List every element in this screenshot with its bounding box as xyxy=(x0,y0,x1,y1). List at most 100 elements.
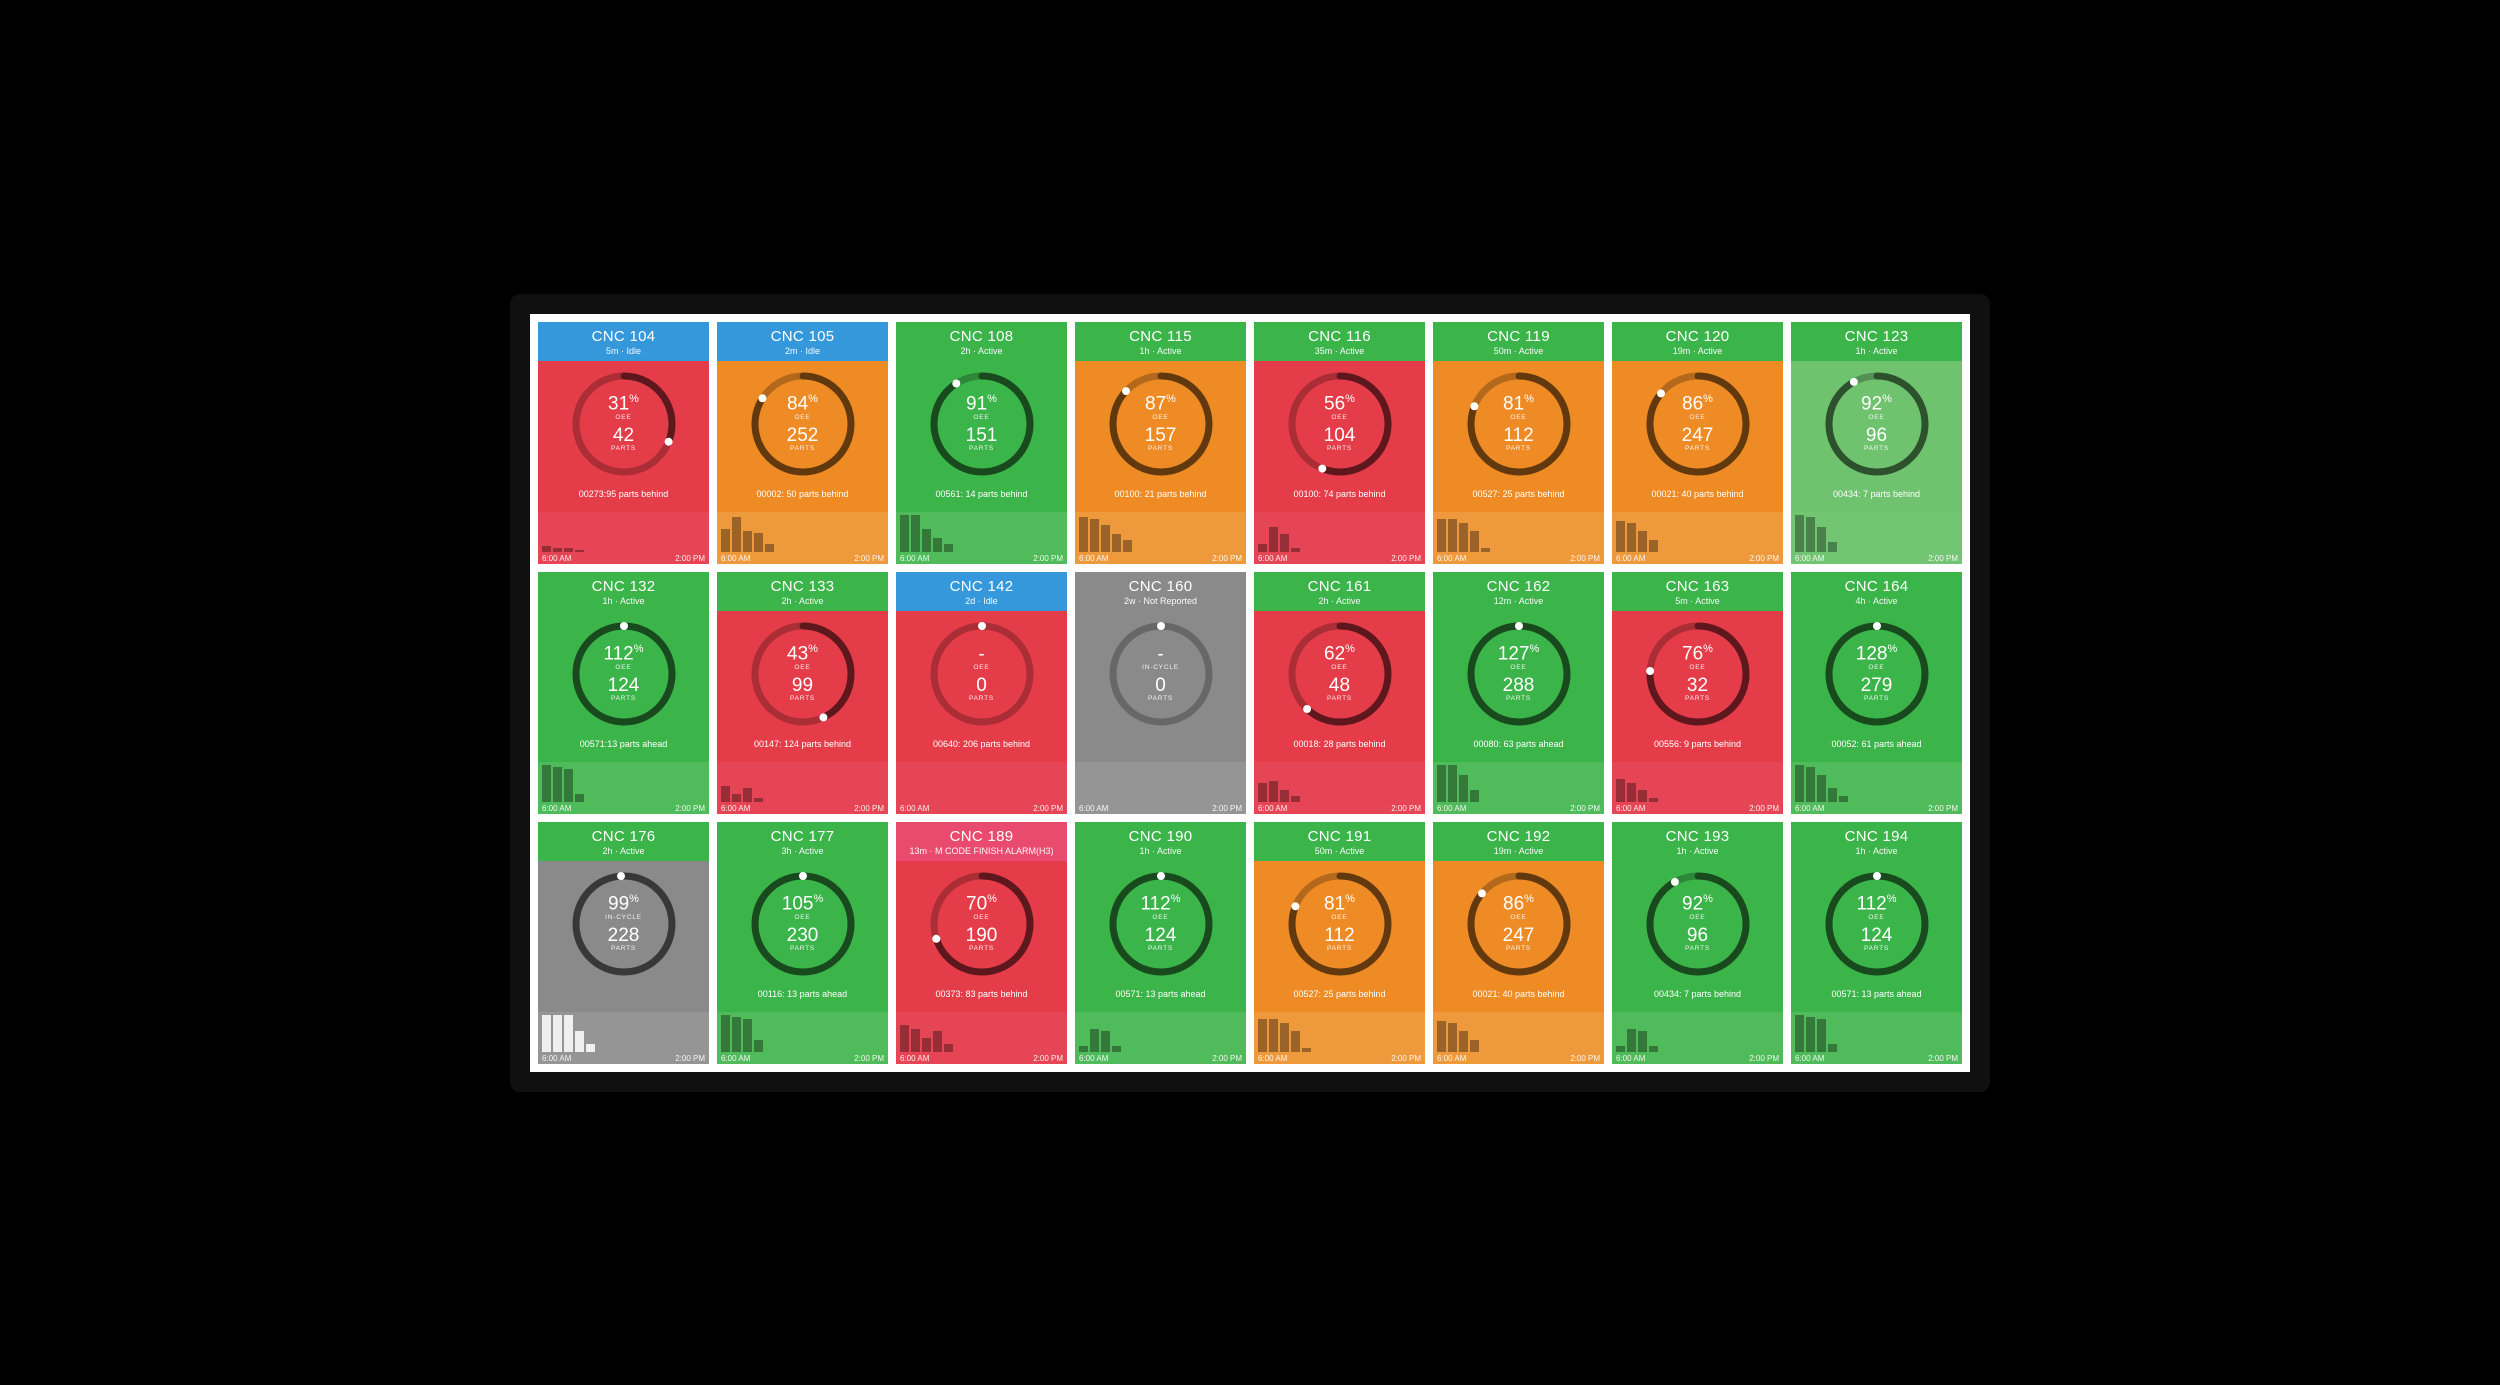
time-end: 2:00 PM xyxy=(675,804,705,813)
machine-card[interactable]: CNC 119 50m · Active 81% OEE 112 PARTS 0… xyxy=(1433,322,1604,564)
machine-card[interactable]: CNC 189 13m · M CODE FINISH ALARM(H3) 70… xyxy=(896,822,1067,1064)
machine-card[interactable]: CNC 176 2h · Active 99% IN-CYCLE 228 PAR… xyxy=(538,822,709,1064)
spark-bar xyxy=(1649,1046,1658,1052)
machine-card[interactable]: CNC 177 3h · Active 105% OEE 230 PARTS 0… xyxy=(717,822,888,1064)
sparkline-bars xyxy=(1433,514,1604,552)
time-axis: 6:00 AM2:00 PM xyxy=(1079,1054,1242,1063)
time-end: 2:00 PM xyxy=(1391,804,1421,813)
spark-bar xyxy=(1101,1031,1110,1052)
time-axis: 6:00 AM2:00 PM xyxy=(1616,554,1779,563)
machine-card[interactable]: CNC 163 5m · Active 76% OEE 32 PARTS 005… xyxy=(1612,572,1783,814)
oee-value: 86% xyxy=(1503,894,1534,913)
machine-card[interactable]: CNC 191 50m · Active 81% OEE 112 PARTS 0… xyxy=(1254,822,1425,1064)
time-end: 2:00 PM xyxy=(1928,1054,1958,1063)
status-line: 00100: 21 parts behind xyxy=(1114,489,1206,500)
parts-value: 48 xyxy=(1329,676,1350,695)
machine-card[interactable]: CNC 190 1h · Active 112% OEE 124 PARTS 0… xyxy=(1075,822,1246,1064)
machine-card[interactable]: CNC 132 1h · Active 112% OEE 124 PARTS 0… xyxy=(538,572,709,814)
time-axis: 6:00 AM2:00 PM xyxy=(1079,804,1242,813)
machine-card[interactable]: CNC 116 35m · Active 56% OEE 104 PARTS 0… xyxy=(1254,322,1425,564)
machine-card[interactable]: CNC 192 19m · Active 86% OEE 247 PARTS 0… xyxy=(1433,822,1604,1064)
spark-bar xyxy=(1828,1044,1837,1052)
time-start: 6:00 AM xyxy=(1437,804,1466,813)
card-header: CNC 120 19m · Active xyxy=(1612,322,1783,361)
oee-gauge: 92% OEE 96 PARTS xyxy=(1643,869,1753,979)
sparkline-bars xyxy=(717,764,888,802)
spark-bar xyxy=(1079,1046,1088,1052)
oee-value: 112% xyxy=(1140,894,1180,913)
card-header: CNC 190 1h · Active xyxy=(1075,822,1246,861)
card-body: 81% OEE 112 PARTS 00527: 25 parts behind xyxy=(1254,861,1425,1012)
card-body: 91% OEE 151 PARTS 00561: 14 parts behind xyxy=(896,361,1067,512)
time-axis: 6:00 AM2:00 PM xyxy=(900,554,1063,563)
machine-substatus: 2h · Active xyxy=(542,846,705,856)
machine-id: CNC 104 xyxy=(542,328,705,345)
oee-gauge: 128% OEE 279 PARTS xyxy=(1822,619,1932,729)
status-line: 00147: 124 parts behind xyxy=(754,739,851,750)
spark-bar xyxy=(1291,548,1300,552)
oee-gauge: 112% OEE 124 PARTS xyxy=(569,619,679,729)
spark-bar xyxy=(754,798,763,802)
machine-substatus: 4h · Active xyxy=(1795,596,1958,606)
parts-label: PARTS xyxy=(1506,696,1531,703)
sparkline-bars xyxy=(1612,1014,1783,1052)
parts-label: PARTS xyxy=(790,446,815,453)
spark-bar xyxy=(1258,1019,1267,1051)
sparkline-zone: 6:00 AM2:00 PM xyxy=(896,1012,1067,1064)
parts-value: 228 xyxy=(608,926,640,945)
spark-bar xyxy=(732,794,741,802)
sparkline-bars xyxy=(538,1014,709,1052)
time-axis: 6:00 AM2:00 PM xyxy=(1437,554,1600,563)
machine-substatus: 2h · Active xyxy=(1258,596,1421,606)
card-header: CNC 192 19m · Active xyxy=(1433,822,1604,861)
sparkline-bars xyxy=(1075,1014,1246,1052)
oee-label: OEE xyxy=(973,665,989,672)
time-end: 2:00 PM xyxy=(854,554,884,563)
card-body: 76% OEE 32 PARTS 00556: 9 parts behind xyxy=(1612,611,1783,762)
spark-bar xyxy=(1806,517,1815,551)
oee-value: 86% xyxy=(1682,394,1713,413)
machine-card[interactable]: CNC 123 1h · Active 92% OEE 96 PARTS 004… xyxy=(1791,322,1962,564)
machine-card[interactable]: CNC 133 2h · Active 43% OEE 99 PARTS 001… xyxy=(717,572,888,814)
machine-card[interactable]: CNC 194 1h · Active 112% OEE 124 PARTS 0… xyxy=(1791,822,1962,1064)
time-start: 6:00 AM xyxy=(1795,554,1824,563)
machine-card[interactable]: CNC 161 2h · Active 62% OEE 48 PARTS 000… xyxy=(1254,572,1425,814)
machine-id: CNC 116 xyxy=(1258,328,1421,345)
machine-card[interactable]: CNC 162 12m · Active 127% OEE 288 PARTS … xyxy=(1433,572,1604,814)
time-end: 2:00 PM xyxy=(675,1054,705,1063)
machine-card[interactable]: CNC 108 2h · Active 91% OEE 151 PARTS 00… xyxy=(896,322,1067,564)
spark-bar xyxy=(1437,519,1446,551)
spark-bar xyxy=(1817,1019,1826,1051)
machine-card[interactable]: CNC 120 19m · Active 86% OEE 247 PARTS 0… xyxy=(1612,322,1783,564)
sparkline-zone: 6:00 AM2:00 PM xyxy=(896,512,1067,564)
machine-card[interactable]: CNC 115 1h · Active 87% OEE 157 PARTS 00… xyxy=(1075,322,1246,564)
sparkline-zone: 6:00 AM2:00 PM xyxy=(1433,762,1604,814)
time-axis: 6:00 AM2:00 PM xyxy=(1079,554,1242,563)
machine-card[interactable]: CNC 164 4h · Active 128% OEE 279 PARTS 0… xyxy=(1791,572,1962,814)
machine-substatus: 19m · Active xyxy=(1437,846,1600,856)
sparkline-bars xyxy=(538,514,709,552)
parts-value: 0 xyxy=(1155,676,1166,695)
time-start: 6:00 AM xyxy=(721,1054,750,1063)
card-body: 128% OEE 279 PARTS 00052: 61 parts ahead xyxy=(1791,611,1962,762)
machine-substatus: 13m · M CODE FINISH ALARM(H3) xyxy=(900,846,1063,856)
spark-bar xyxy=(743,531,752,552)
spark-bar xyxy=(586,1044,595,1052)
spark-bar xyxy=(1806,1017,1815,1051)
time-end: 2:00 PM xyxy=(1212,804,1242,813)
parts-value: 32 xyxy=(1687,676,1708,695)
machine-card[interactable]: CNC 160 2w · Not Reported - IN-CYCLE 0 P… xyxy=(1075,572,1246,814)
oee-label: OEE xyxy=(1331,415,1347,422)
machine-card[interactable]: CNC 193 1h · Active 92% OEE 96 PARTS 004… xyxy=(1612,822,1783,1064)
oee-gauge: 81% OEE 112 PARTS xyxy=(1464,369,1574,479)
spark-bar xyxy=(1616,1046,1625,1052)
spark-bar xyxy=(1459,523,1468,552)
sparkline-bars xyxy=(896,764,1067,802)
sparkline-zone: 6:00 AM2:00 PM xyxy=(1075,1012,1246,1064)
machine-card[interactable]: CNC 105 2m · Idle 84% OEE 252 PARTS 0000… xyxy=(717,322,888,564)
machine-substatus: 19m · Active xyxy=(1616,346,1779,356)
card-body: 99% IN-CYCLE 228 PARTS xyxy=(538,861,709,1012)
machine-card[interactable]: CNC 104 5m · Idle 31% OEE 42 PARTS 00273… xyxy=(538,322,709,564)
machine-card[interactable]: CNC 142 2d · Idle - OEE 0 PARTS 00640: 2… xyxy=(896,572,1067,814)
spark-bar xyxy=(1616,521,1625,551)
